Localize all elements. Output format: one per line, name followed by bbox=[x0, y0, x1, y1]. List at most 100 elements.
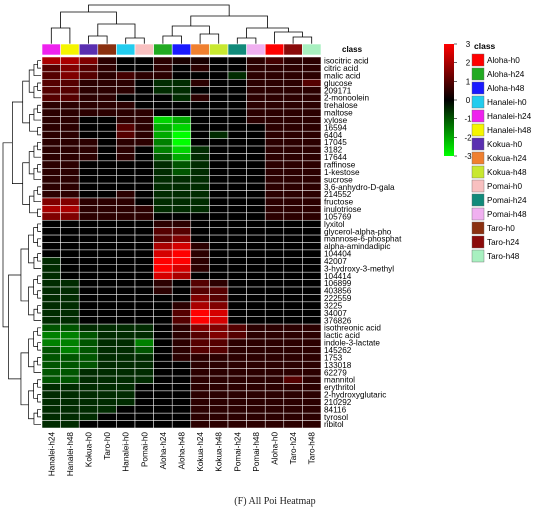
heatmap-cell bbox=[134, 420, 154, 429]
heatmap-cell bbox=[134, 242, 154, 251]
heatmap-cell bbox=[190, 294, 210, 303]
heatmap-cell bbox=[246, 368, 266, 377]
dendrogram-link bbox=[37, 409, 41, 418]
class-legend-label: Aloha-h0 bbox=[487, 56, 520, 65]
heatmap-cell bbox=[116, 398, 136, 406]
heatmap-cell bbox=[134, 116, 154, 125]
heatmap-cell bbox=[60, 190, 80, 199]
row-label: 210292 bbox=[324, 398, 352, 407]
heatmap-cell bbox=[41, 130, 61, 139]
heatmap-cell bbox=[264, 108, 285, 117]
row-label: 84116 bbox=[324, 405, 347, 414]
heatmap-cell bbox=[209, 353, 229, 362]
dendrogram-link bbox=[125, 37, 145, 44]
heatmap-cell bbox=[190, 182, 210, 191]
heatmap-cell bbox=[116, 71, 136, 80]
heatmap-cell bbox=[41, 331, 61, 340]
heatmap-cell bbox=[116, 412, 136, 421]
heatmap-cell bbox=[302, 116, 322, 125]
heatmap-cell bbox=[171, 123, 192, 132]
heatmap-cell bbox=[209, 390, 229, 399]
heatmap-cell bbox=[302, 346, 322, 355]
heatmap-cell bbox=[246, 338, 266, 347]
heatmap-cell bbox=[209, 286, 229, 295]
heatmap-cell bbox=[41, 64, 61, 73]
heatmap-cell bbox=[134, 86, 154, 95]
heatmap-cell bbox=[264, 375, 285, 384]
heatmap-cell bbox=[60, 323, 80, 332]
heatmap-cell bbox=[41, 420, 61, 429]
class-legend-label: Kokua-h24 bbox=[487, 154, 527, 163]
heatmap-cell bbox=[171, 338, 192, 347]
row-label: 376826 bbox=[324, 316, 352, 325]
heatmap-cell bbox=[41, 227, 61, 236]
heatmap-cell bbox=[302, 331, 322, 340]
row-label: 222559 bbox=[324, 294, 352, 303]
heatmap-cell bbox=[302, 301, 322, 310]
heatmap-cell bbox=[41, 398, 61, 406]
row-label: fructose bbox=[324, 198, 354, 207]
class-legend-label: Taro-h0 bbox=[487, 224, 515, 233]
heatmap-cell bbox=[153, 190, 173, 199]
heatmap-cell bbox=[246, 190, 266, 199]
heatmap-cell bbox=[171, 138, 192, 147]
dendrogram-link bbox=[37, 327, 41, 336]
heatmap-cell bbox=[171, 383, 192, 392]
row-label: 145262 bbox=[324, 346, 352, 355]
dendrogram-link bbox=[37, 379, 41, 388]
heatmap-cell bbox=[264, 286, 285, 295]
class-legend-swatch bbox=[471, 123, 485, 137]
heatmap-cell bbox=[246, 168, 266, 176]
heatmap-cell bbox=[171, 279, 192, 288]
heatmap-cell bbox=[246, 346, 266, 355]
heatmap-cell bbox=[134, 219, 154, 228]
heatmap-cell bbox=[283, 138, 303, 147]
heatmap-cell bbox=[78, 168, 99, 176]
heatmap-cell bbox=[171, 323, 192, 332]
heatmap-cell bbox=[41, 145, 61, 154]
heatmap-cell bbox=[283, 71, 303, 80]
heatmap-cell bbox=[264, 257, 285, 266]
heatmap-cell bbox=[41, 390, 61, 399]
heatmap-cell bbox=[116, 123, 136, 132]
heatmap-cell bbox=[97, 219, 117, 228]
heatmap-cell bbox=[153, 286, 173, 295]
heatmap-cell bbox=[171, 301, 192, 310]
heatmap-cell bbox=[41, 71, 61, 80]
heatmap-cell bbox=[97, 101, 117, 110]
heatmap-cell bbox=[264, 227, 285, 236]
heatmap-cell bbox=[264, 309, 285, 317]
heatmap-cell bbox=[41, 405, 61, 414]
heatmap-cell bbox=[97, 64, 117, 73]
row-label: erythritol bbox=[324, 383, 356, 392]
dendrogram-link bbox=[246, 27, 289, 38]
heatmap-cell bbox=[209, 338, 229, 347]
row-label: glycerol-alpha-pho bbox=[324, 227, 392, 236]
heatmap-cell bbox=[171, 116, 192, 125]
heatmap-cell bbox=[227, 331, 247, 340]
heatmap-cell bbox=[153, 279, 173, 288]
heatmap-cell bbox=[171, 108, 192, 117]
heatmap-cell bbox=[97, 160, 117, 169]
heatmap-cell bbox=[134, 360, 154, 369]
heatmap-cell bbox=[116, 257, 136, 266]
heatmap-cell bbox=[134, 93, 154, 102]
heatmap-cell bbox=[41, 338, 61, 347]
color-scale-tick-label: 2 bbox=[466, 59, 471, 68]
heatmap-cell bbox=[264, 130, 285, 139]
heatmap-cell bbox=[116, 353, 136, 362]
heatmap-cell bbox=[41, 264, 61, 273]
heatmap-cell bbox=[264, 360, 285, 369]
heatmap-cell bbox=[78, 249, 99, 258]
heatmap-cell bbox=[246, 323, 266, 332]
heatmap-cell bbox=[283, 286, 303, 295]
heatmap-cell bbox=[190, 123, 210, 132]
heatmap-cell bbox=[116, 360, 136, 369]
heatmap-cell bbox=[209, 182, 229, 191]
heatmap-cell bbox=[116, 375, 136, 384]
heatmap-cell bbox=[134, 309, 154, 317]
class-legend-swatch bbox=[471, 221, 485, 235]
heatmap-cell bbox=[60, 375, 80, 384]
heatmap-cell bbox=[78, 130, 99, 139]
heatmap-cell bbox=[209, 168, 229, 176]
